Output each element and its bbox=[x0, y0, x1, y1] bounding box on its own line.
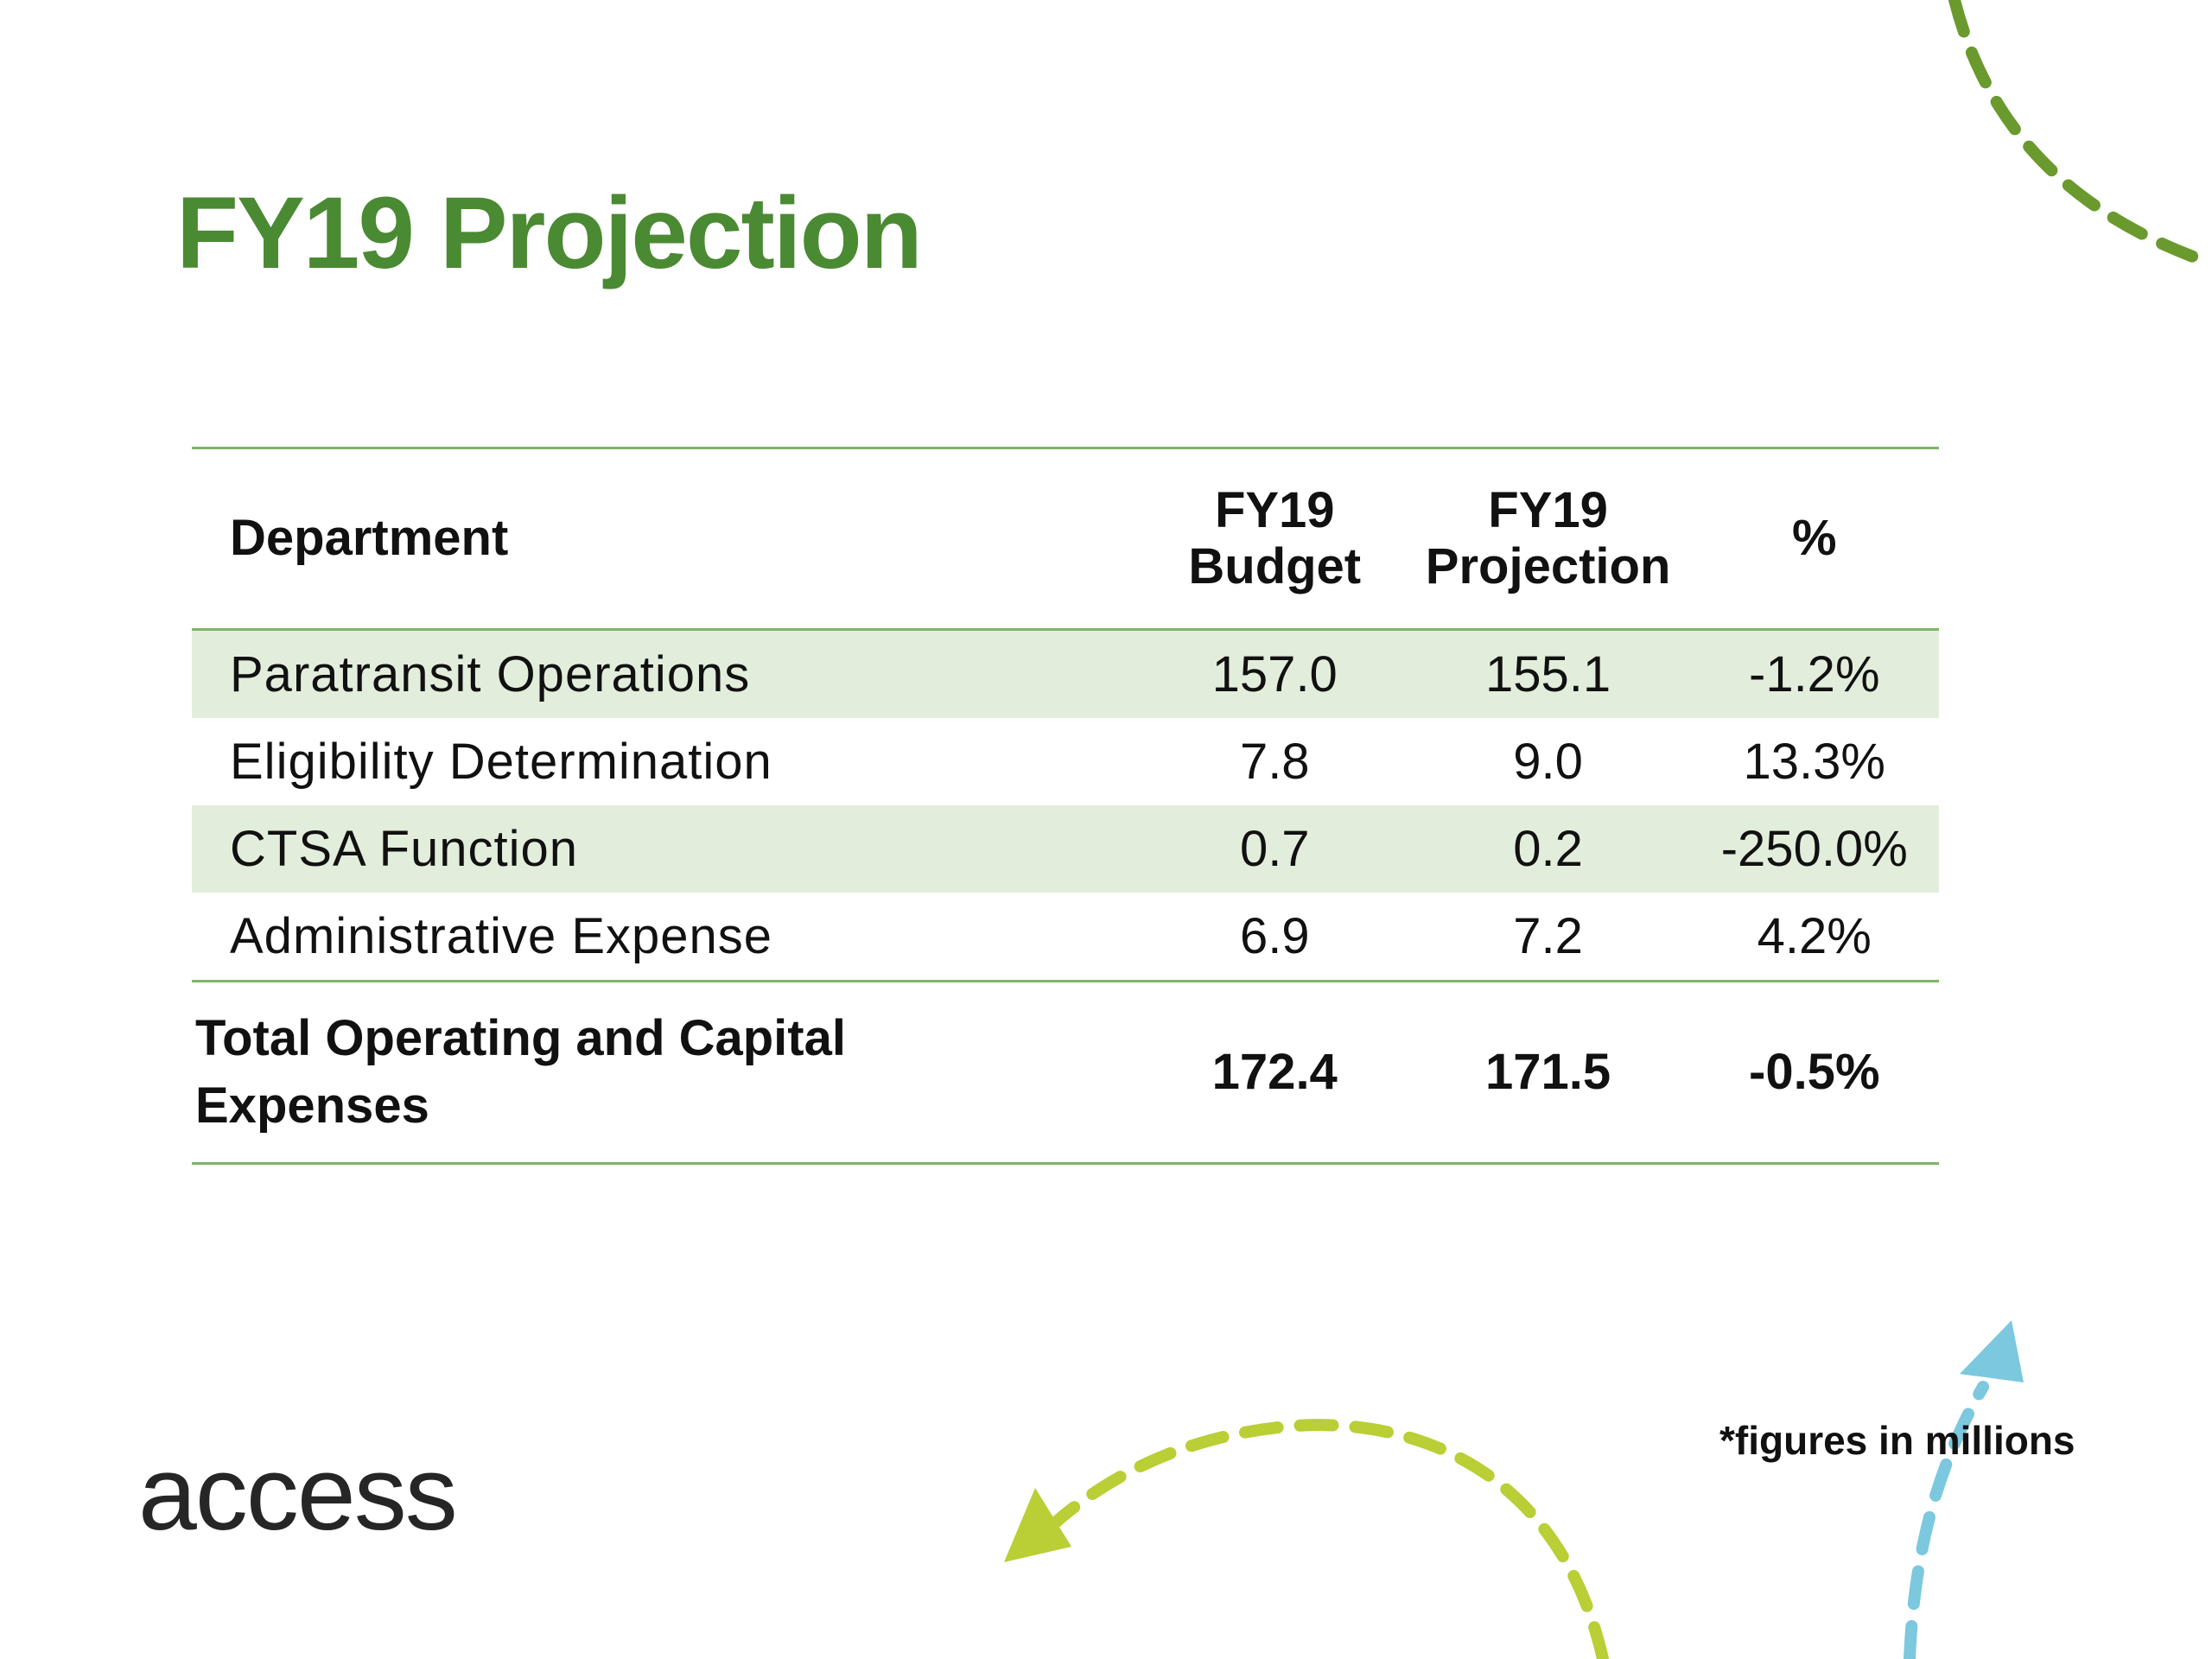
header-fy19-projection: FY19 Projection bbox=[1406, 447, 1690, 631]
total-projection: 171.5 bbox=[1406, 980, 1690, 1165]
row-percent: 4.2% bbox=[1757, 908, 1872, 964]
row-projection: 9.0 bbox=[1513, 734, 1583, 790]
table-row: Eligibility Determination 7.8 9.0 13.3% bbox=[192, 718, 1939, 805]
total-department: Total Operating and Capital Expenses bbox=[192, 980, 1143, 1165]
table-row: Paratransit Operations 157.0 155.1 -1.2% bbox=[192, 629, 1939, 718]
header-department: Department bbox=[192, 447, 1143, 631]
header-budget-line2: Budget bbox=[1188, 537, 1362, 594]
row-percent: -1.2% bbox=[1689, 629, 1939, 718]
header-projection-line2: Projection bbox=[1425, 537, 1671, 594]
row-department: Paratransit Operations bbox=[192, 629, 1143, 718]
row-budget: 7.8 bbox=[1239, 734, 1310, 790]
header-percent: % bbox=[1689, 447, 1939, 631]
access-logo: access bbox=[138, 1434, 458, 1552]
total-label-line1: Total Operating and Capital bbox=[195, 1009, 846, 1066]
page-title: FY19 Projection bbox=[176, 176, 923, 290]
header-budget-line1: FY19 bbox=[1214, 481, 1335, 538]
row-budget: 6.9 bbox=[1239, 908, 1310, 964]
row-budget: 0.7 bbox=[1142, 805, 1407, 893]
bottom-dashed-arc-icon bbox=[1046, 1419, 1609, 1659]
row-budget: 157.0 bbox=[1142, 629, 1407, 718]
budget-table: Department FY19 Budget FY19 Projection % P… bbox=[192, 447, 1939, 1165]
total-budget: 172.4 bbox=[1142, 980, 1407, 1165]
total-label-line2: Expenses bbox=[195, 1077, 429, 1134]
table-row: Administrative Expense 6.9 7.2 4.2% bbox=[192, 893, 1939, 982]
row-projection: 0.2 bbox=[1406, 805, 1690, 893]
top-right-dashed-arc-icon bbox=[1948, 0, 2212, 270]
footnote: *figures in millions bbox=[1719, 1418, 2075, 1463]
row-department: CTSA Function bbox=[192, 805, 1143, 893]
row-projection: 7.2 bbox=[1513, 908, 1583, 964]
row-department: Eligibility Determination bbox=[230, 734, 772, 790]
row-percent: 13.3% bbox=[1743, 734, 1885, 790]
header-fy19-budget: FY19 Budget bbox=[1142, 447, 1407, 631]
row-department: Administrative Expense bbox=[230, 908, 773, 964]
total-percent: -0.5% bbox=[1689, 980, 1939, 1165]
blue-arrowhead-icon bbox=[1960, 1320, 2024, 1382]
table-header-row: Department FY19 Budget FY19 Projection % bbox=[192, 447, 1939, 631]
row-projection: 155.1 bbox=[1406, 629, 1690, 718]
total-row: Total Operating and Capital Expenses 172.… bbox=[192, 980, 1939, 1165]
header-projection-line1: FY19 bbox=[1488, 481, 1608, 538]
row-percent: -250.0% bbox=[1689, 805, 1939, 893]
table-row: CTSA Function 0.7 0.2 -250.0% bbox=[192, 805, 1939, 893]
lime-arrowhead-icon bbox=[1004, 1488, 1071, 1562]
